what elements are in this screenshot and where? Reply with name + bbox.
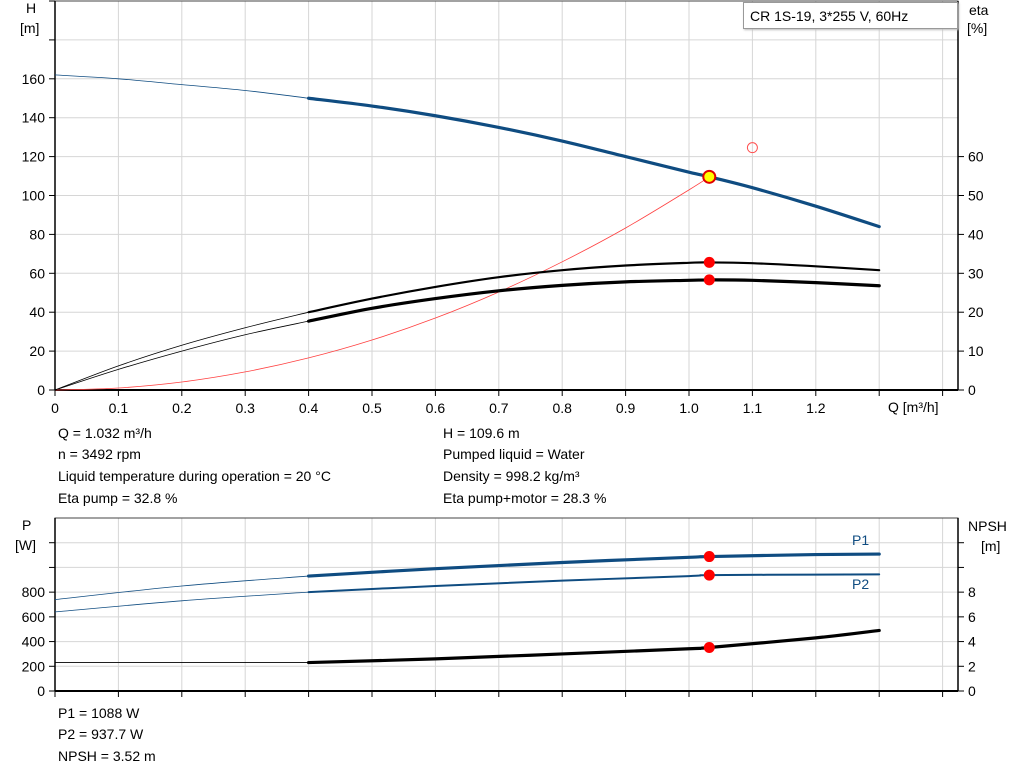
- p1-point: [703, 551, 715, 563]
- x-tick-label: 0.4: [299, 400, 319, 416]
- p2-curve-label: P2: [852, 576, 870, 592]
- p2-curve-thin: [54, 591, 309, 613]
- p2-point: [703, 569, 715, 581]
- eta-tick-label: 30: [968, 265, 984, 281]
- p1-curve-thin: [54, 575, 309, 600]
- p-tick-label: 400: [22, 634, 46, 650]
- eta-total-curve: [307, 278, 881, 323]
- x-tick-label: 0.2: [172, 400, 192, 416]
- x-tick-label: 1.0: [679, 400, 699, 416]
- x-tick-label: 1.1: [743, 400, 763, 416]
- npsh-curve: [307, 628, 881, 665]
- h-tick-label: 120: [22, 149, 46, 165]
- x-tick-label: 0.7: [489, 400, 509, 416]
- p-axis-unit: [W]: [15, 537, 36, 553]
- requested-duty-point: [746, 142, 758, 154]
- x-tick-label: 0.5: [362, 400, 382, 416]
- eta-total-curve-thin: [54, 320, 309, 391]
- eta-tick-label: 20: [968, 304, 984, 320]
- npsh-tick-label: 6: [968, 609, 976, 625]
- h-tick-label: 160: [22, 71, 46, 87]
- p-tick-label: 200: [22, 658, 46, 674]
- x-tick-label: 0: [51, 400, 59, 416]
- h-axis-unit: [m]: [20, 20, 40, 36]
- h-tick-label: 140: [22, 110, 46, 126]
- readout-eta-total: Eta pump+motor = 28.3 %: [443, 490, 607, 506]
- pump-model-legend: CR 1S-19, 3*255 V, 60Hz: [743, 2, 958, 29]
- p2-curve: [307, 573, 881, 594]
- h-tick-label: 20: [29, 343, 45, 359]
- operating-point: [702, 169, 717, 184]
- bottom-plot-frame: [54, 517, 959, 692]
- eta-axis-unit: [%]: [967, 20, 988, 36]
- p-tick-label: 600: [22, 609, 46, 625]
- x-tick-label: 0.8: [552, 400, 572, 416]
- npsh-tick-label: 0: [968, 683, 976, 699]
- eta-tick-label: 50: [968, 188, 984, 204]
- h-tick-label: 0: [37, 382, 45, 398]
- x-tick-label: 0.1: [109, 400, 129, 416]
- p-tick-label: 800: [22, 584, 46, 600]
- x-tick-label: 1.2: [806, 400, 826, 416]
- eta-tick-label: 10: [968, 343, 984, 359]
- eta-total-point: [703, 274, 715, 286]
- eta-pump-point: [703, 256, 715, 268]
- eta-tick-label: 60: [968, 149, 984, 165]
- readout-p1: P1 = 1088 W: [58, 705, 140, 721]
- readout-n: n = 3492 rpm: [58, 446, 141, 462]
- p1-curve-label: P1: [852, 532, 870, 548]
- head-curve-thin: [54, 74, 309, 99]
- readout-eta-pump: Eta pump = 32.8 %: [58, 490, 178, 506]
- npsh-tick-label: 4: [968, 634, 976, 650]
- eta-tick-label: 0: [968, 382, 976, 398]
- p-axis-label: P: [22, 517, 32, 533]
- readout-density: Density = 998.2 kg/m³: [443, 468, 580, 484]
- h-tick-label: 80: [29, 226, 45, 242]
- x-tick-label: 0.3: [235, 400, 255, 416]
- p-tick-label: 0: [37, 683, 45, 699]
- eta-pump-curve-thin: [54, 311, 309, 391]
- head-curve: [307, 96, 881, 229]
- readout-p2: P2 = 937.7 W: [58, 726, 144, 742]
- readout-npsh: NPSH = 3.52 m: [58, 748, 156, 764]
- h-tick-label: 100: [22, 188, 46, 204]
- readout-liquid: Pumped liquid = Water: [443, 446, 585, 462]
- system-curve: [54, 176, 710, 391]
- eta-pump-curve: [307, 261, 881, 314]
- npsh-point: [703, 642, 715, 654]
- x-tick-label: 0.6: [426, 400, 446, 416]
- q-axis-label: Q [m³/h]: [888, 399, 939, 415]
- x-tick-label: 0.9: [616, 400, 636, 416]
- npsh-tick-label: 8: [968, 584, 976, 600]
- npsh-axis-unit: [m]: [981, 538, 1001, 554]
- eta-axis-label: eta: [969, 2, 989, 18]
- npsh-tick-label: 2: [968, 658, 976, 674]
- h-tick-label: 40: [29, 304, 45, 320]
- h-axis-label: H: [26, 0, 37, 16]
- npsh-axis-label: NPSH: [968, 518, 1007, 534]
- readout-temperature: Liquid temperature during operation = 20…: [58, 468, 331, 484]
- p1-curve: [307, 552, 881, 578]
- h-tick-label: 60: [29, 265, 45, 281]
- readout-h: H = 109.6 m: [443, 425, 520, 441]
- readout-q: Q = 1.032 m³/h: [58, 425, 152, 441]
- eta-tick-label: 40: [968, 226, 984, 242]
